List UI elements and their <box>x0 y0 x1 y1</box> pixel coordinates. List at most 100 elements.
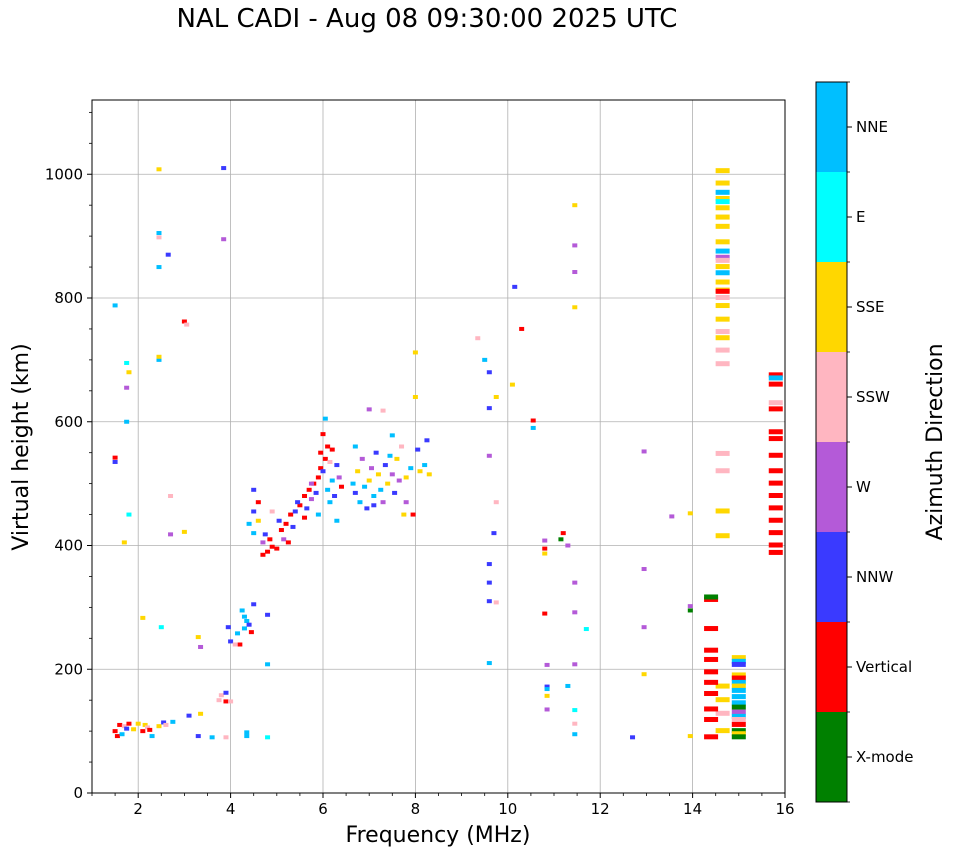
colorbar-swatch-w <box>816 442 847 532</box>
y-tick-label: 800 <box>54 289 83 307</box>
data-point-vertical <box>768 493 783 498</box>
data-point-nne <box>486 661 492 666</box>
data-point-nnw <box>225 625 231 630</box>
data-point-ssw <box>715 295 730 300</box>
data-point-w <box>687 604 693 609</box>
data-point-nnw <box>228 639 234 644</box>
data-point-sse <box>731 672 746 678</box>
data-point-nne <box>315 512 321 517</box>
data-point-vertical <box>768 381 783 387</box>
data-point-vertical <box>325 444 331 449</box>
data-point-nnw <box>262 532 268 537</box>
data-point-nne <box>251 531 257 536</box>
data-point-nne <box>170 719 176 724</box>
data-point-vertical <box>181 319 187 324</box>
data-point-nnw <box>320 469 326 474</box>
colorbar-swatch-nne <box>816 82 847 172</box>
data-point-sse <box>731 731 746 737</box>
data-point-nne <box>124 419 130 424</box>
data-point-w <box>369 466 375 471</box>
data-point-vertical <box>237 642 243 647</box>
data-point-nnw <box>161 720 167 725</box>
data-point-vertical <box>704 647 719 653</box>
data-point-vertical <box>112 455 118 460</box>
data-point-nne <box>325 487 331 492</box>
data-point-vertical <box>768 452 783 458</box>
data-point-vertical <box>560 531 566 536</box>
data-point-w <box>542 538 548 543</box>
data-point-w <box>641 449 647 454</box>
data-point-nnw <box>392 490 398 495</box>
data-point-nne <box>371 494 377 498</box>
data-point-nne <box>565 683 571 688</box>
data-point-nnw <box>491 531 497 536</box>
data-point-sse <box>412 350 418 355</box>
data-point-sse <box>156 724 162 729</box>
data-point-ssw <box>715 710 730 716</box>
data-point-w <box>572 662 578 667</box>
y-tick-label: 400 <box>54 537 83 555</box>
data-point-vertical <box>768 429 783 435</box>
data-point-sse <box>135 721 141 726</box>
data-point-ssw <box>163 722 169 727</box>
data-point-nnw <box>424 438 430 443</box>
data-point-sse <box>375 472 381 477</box>
data-point-nne <box>544 687 550 692</box>
data-point-vertical <box>768 530 783 536</box>
data-point-sse <box>715 335 730 341</box>
data-point-sse <box>131 727 137 732</box>
data-point-sse <box>394 456 400 461</box>
colorbar-tick-label: SSE <box>856 298 885 316</box>
data-point-nne <box>235 631 241 636</box>
colorbar-tick-label: NNW <box>856 568 893 586</box>
x-tick-label: 16 <box>775 800 794 818</box>
data-point-nne <box>408 466 414 471</box>
data-point-vertical <box>112 729 118 734</box>
data-point-sse <box>715 316 730 322</box>
data-point-ssw <box>493 600 499 605</box>
data-point-sse <box>572 305 578 310</box>
data-point-vertical <box>410 512 416 517</box>
data-point-nne <box>246 521 252 526</box>
data-point-vertical <box>283 521 289 526</box>
data-point-vertical <box>255 500 261 505</box>
data-point-vertical <box>269 544 275 549</box>
data-point-w <box>389 472 395 477</box>
data-point-nne <box>387 453 393 458</box>
data-point-nnw <box>165 252 171 257</box>
data-point-sse <box>156 354 162 359</box>
data-point-nne <box>119 732 125 737</box>
data-point-w <box>336 475 342 480</box>
data-point-nne <box>156 265 162 270</box>
data-point-nne <box>362 484 368 489</box>
data-point-nne <box>265 662 271 667</box>
data-point-nne <box>715 270 730 276</box>
data-point-vertical <box>318 466 324 471</box>
data-point-sse <box>509 382 515 387</box>
colorbar: X-mode Vertical NNW W SSW SSE E NNE <box>815 81 913 803</box>
data-point-e <box>265 735 271 740</box>
data-point-w <box>544 662 550 667</box>
data-point-vertical <box>288 512 294 517</box>
data-point-vertical <box>260 552 266 557</box>
data-point-x-mode <box>731 704 746 710</box>
data-point-sse <box>715 168 730 174</box>
data-point-nnw <box>364 506 370 511</box>
data-point-sse <box>715 205 730 211</box>
data-point-vertical <box>223 699 229 704</box>
data-point-sse <box>641 672 647 677</box>
data-point-vertical <box>320 432 326 437</box>
data-point-sse <box>385 481 391 486</box>
data-point-nne <box>334 518 340 523</box>
data-point-vertical <box>530 418 536 423</box>
data-point-nnw <box>352 490 358 495</box>
chart-title: NAL CADI - Aug 08 09:30:00 2025 UTC <box>176 4 678 34</box>
data-point-nne <box>244 734 250 739</box>
data-point-ssw <box>715 450 730 456</box>
data-point-ssw <box>327 459 333 464</box>
colorbar-tick-label: Vertical <box>856 658 912 676</box>
data-point-x-mode <box>731 734 746 740</box>
data-point-sse <box>412 395 418 399</box>
data-point-sse <box>544 693 550 698</box>
